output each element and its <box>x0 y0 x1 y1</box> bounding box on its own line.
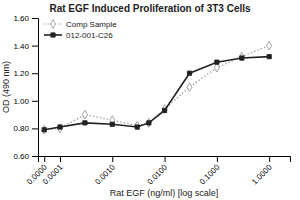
plot-area: 0.00000.00010.00100.01000.10001.00000.60… <box>13 14 290 186</box>
point <box>146 119 151 128</box>
x-tick-label: 0.1000 <box>198 162 222 186</box>
x-tick-mark <box>112 156 113 162</box>
x-tick-label: 0.0100 <box>146 162 170 186</box>
legend-item: 012-001-C26 <box>44 31 113 40</box>
marks <box>42 41 272 134</box>
y-tick-label: 0.80 <box>13 124 29 133</box>
legend-marker <box>50 20 55 29</box>
legend: Comp Sample 012-001-C26 <box>44 20 117 40</box>
background <box>0 0 300 200</box>
x-tick: 1.0000 <box>250 156 274 186</box>
y-tick: 1.00 <box>13 97 38 106</box>
point <box>215 60 219 64</box>
point <box>57 124 62 133</box>
y-axis: 0.60 0.80 1.00 1.20 1.40 1.60 <box>13 14 38 161</box>
point <box>240 56 244 60</box>
y-axis-line <box>32 19 39 157</box>
y-tick-label: 1.40 <box>13 42 29 51</box>
legend-marker <box>51 33 55 37</box>
y-tick: 0.60 <box>13 152 38 161</box>
point <box>82 110 87 119</box>
x-tick: 0.0001 <box>41 156 65 186</box>
point <box>83 121 87 125</box>
chart: 0.00000.00010.00100.01000.10001.00000.60… <box>0 0 300 200</box>
y-axis-title: OD (490 nm) <box>1 61 11 113</box>
y-tick-label: 1.60 <box>13 14 29 23</box>
y-tick-mark <box>32 156 38 157</box>
title: Rat EGF Induced Proliferation of 3T3 Cel… <box>49 3 251 14</box>
y-tick-label: 1.20 <box>13 69 29 78</box>
point <box>42 128 46 132</box>
point <box>162 105 167 114</box>
x-tick-mark <box>217 156 218 162</box>
y-tick: 1.60 <box>13 14 38 23</box>
x-tick-label: 1.0000 <box>250 162 274 186</box>
series <box>42 55 271 132</box>
x-axis-title: Rat EGF (ng/ml) [log scale] <box>110 188 219 198</box>
x-tick-mark <box>165 156 166 162</box>
y-tick-mark <box>32 46 38 47</box>
point <box>187 71 191 75</box>
point <box>135 125 139 129</box>
y-tick-mark <box>32 18 38 19</box>
y-tick-mark <box>32 73 38 74</box>
x-tick-mark <box>44 156 45 162</box>
y-tick-label: 0.60 <box>13 152 29 161</box>
y-tick-label: 1.00 <box>13 97 29 106</box>
point <box>147 121 151 125</box>
x-tick: 0.0100 <box>146 156 170 186</box>
x-tick-mark <box>60 156 61 162</box>
y-tick-mark <box>32 101 38 102</box>
legend-item: Comp Sample <box>44 20 117 29</box>
point <box>162 108 166 112</box>
x-tick: 0.0010 <box>93 156 117 186</box>
y-tick-mark <box>32 128 38 129</box>
x-axis-line <box>39 157 291 163</box>
x-tick-mark <box>269 156 270 162</box>
series-line <box>44 46 269 130</box>
legend-label: Comp Sample <box>66 20 117 29</box>
y-tick: 0.80 <box>13 124 38 133</box>
point <box>135 121 140 130</box>
point <box>267 41 272 50</box>
point <box>267 55 271 59</box>
point <box>42 125 47 134</box>
series-line <box>44 57 269 130</box>
series <box>42 41 272 134</box>
x-tick-label: 0.0010 <box>93 162 117 186</box>
x-axis: 0.00000.00010.00100.01000.10001.0000 <box>25 156 290 186</box>
legend-label: 012-001-C26 <box>66 31 113 40</box>
y-tick: 1.40 <box>13 42 38 51</box>
point <box>187 83 192 92</box>
point <box>239 52 244 61</box>
point <box>110 122 114 126</box>
point <box>58 125 62 129</box>
x-tick: 0.1000 <box>198 156 222 186</box>
y-tick: 1.20 <box>13 69 38 78</box>
x-tick-label: 0.0001 <box>41 162 65 186</box>
